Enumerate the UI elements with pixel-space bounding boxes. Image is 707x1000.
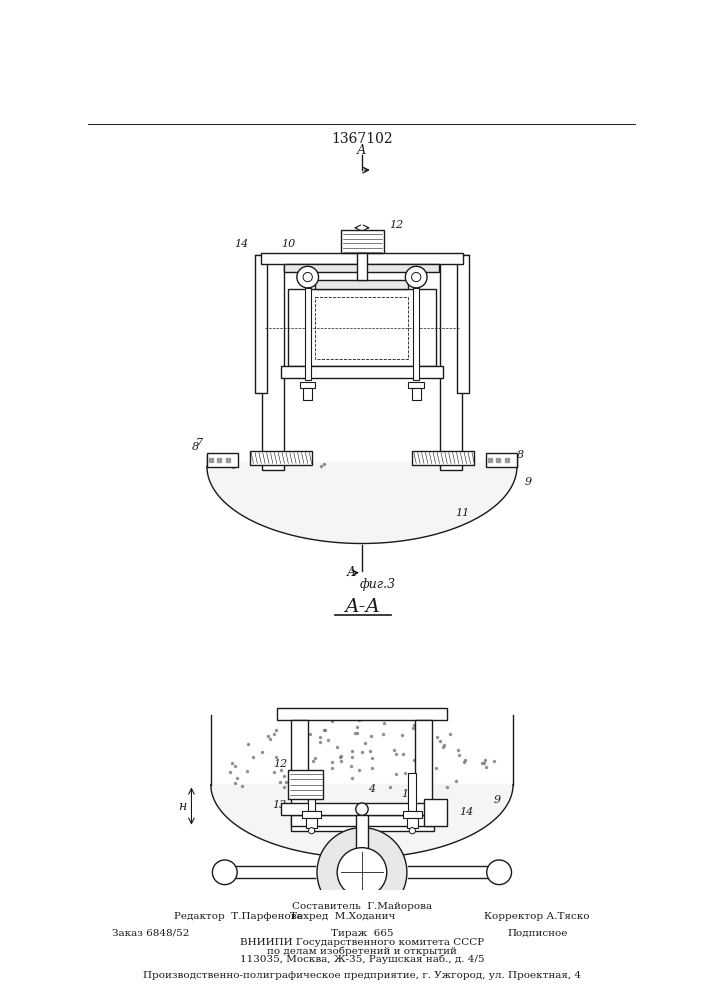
Bar xyxy=(291,815,434,826)
Circle shape xyxy=(405,266,427,288)
Polygon shape xyxy=(207,463,517,543)
Circle shape xyxy=(409,828,416,834)
Bar xyxy=(276,708,448,720)
Bar xyxy=(413,288,419,380)
Bar xyxy=(306,818,317,828)
Bar xyxy=(315,297,409,359)
Bar xyxy=(262,255,284,470)
Bar xyxy=(457,255,469,393)
Bar xyxy=(288,770,323,799)
Bar xyxy=(284,264,440,272)
Text: Редактор  Т.Парфенова: Редактор Т.Парфенова xyxy=(174,912,303,921)
Text: ВНИИПИ Государственного комитета СССР: ВНИИПИ Государственного комитета СССР xyxy=(240,938,484,947)
Text: 10: 10 xyxy=(281,239,296,249)
Text: А: А xyxy=(346,566,356,579)
Circle shape xyxy=(297,266,319,288)
Bar xyxy=(416,720,433,820)
Text: 13: 13 xyxy=(272,800,286,810)
Bar xyxy=(403,811,421,818)
Text: Подписное: Подписное xyxy=(508,929,568,938)
Bar xyxy=(288,289,436,366)
Text: 4: 4 xyxy=(368,784,375,794)
Circle shape xyxy=(303,272,312,282)
Bar xyxy=(303,388,312,400)
Text: 13: 13 xyxy=(432,254,447,264)
Circle shape xyxy=(212,860,237,885)
Bar xyxy=(308,773,315,811)
Text: фиг.3: фиг.3 xyxy=(359,578,395,591)
Text: 12: 12 xyxy=(390,220,404,230)
Bar xyxy=(207,453,238,466)
Bar xyxy=(281,803,443,815)
Text: Корректор А.Тяско: Корректор А.Тяско xyxy=(484,912,589,921)
Text: Производственно-полиграфическое предприятие, г. Ужгород, ул. Проектная, 4: Производственно-полиграфическое предприя… xyxy=(143,971,581,980)
Text: 113035, Москва, Ж-35, Раушская наб., д. 4/5: 113035, Москва, Ж-35, Раушская наб., д. … xyxy=(240,955,484,964)
Bar xyxy=(261,253,462,264)
Text: н: н xyxy=(178,800,186,813)
Text: 12: 12 xyxy=(274,759,288,769)
Text: 7: 7 xyxy=(196,438,203,448)
Circle shape xyxy=(486,860,512,885)
Bar xyxy=(409,382,424,388)
Bar xyxy=(412,451,474,465)
Circle shape xyxy=(356,803,368,815)
Circle shape xyxy=(337,848,387,897)
Bar xyxy=(407,818,418,828)
Text: 9: 9 xyxy=(525,477,532,487)
Bar xyxy=(303,811,321,818)
Bar xyxy=(281,366,443,378)
Text: 8: 8 xyxy=(518,450,525,460)
Bar xyxy=(409,773,416,811)
Circle shape xyxy=(317,828,407,917)
Text: 10: 10 xyxy=(402,789,416,799)
Text: 11: 11 xyxy=(455,508,470,518)
Text: Составитель  Г.Майорова: Составитель Г.Майорова xyxy=(292,902,432,911)
Text: 9: 9 xyxy=(494,795,501,805)
Text: 8: 8 xyxy=(192,442,199,452)
Text: 14: 14 xyxy=(235,239,249,249)
Bar xyxy=(291,720,308,820)
Bar xyxy=(356,815,368,862)
Polygon shape xyxy=(211,785,513,858)
Text: 1367102: 1367102 xyxy=(331,132,393,146)
Circle shape xyxy=(411,272,421,282)
Bar xyxy=(315,280,409,289)
Text: по делам изобретений и открытий: по делам изобретений и открытий xyxy=(267,946,457,956)
Bar xyxy=(255,255,267,393)
Bar xyxy=(424,799,448,826)
Bar xyxy=(486,453,517,466)
Bar xyxy=(300,382,315,388)
Text: Тираж  665: Тираж 665 xyxy=(331,929,393,938)
Text: А-А: А-А xyxy=(344,598,380,616)
Bar xyxy=(305,288,311,380)
Text: Техред  М.Ходанич: Техред М.Ходанич xyxy=(290,912,395,921)
Text: фиг.4: фиг.4 xyxy=(359,867,395,880)
Bar xyxy=(250,451,312,465)
Bar xyxy=(323,917,401,931)
Text: 14: 14 xyxy=(460,807,474,817)
Text: Заказ 6848/52: Заказ 6848/52 xyxy=(112,929,189,938)
Text: А: А xyxy=(357,144,367,157)
Bar xyxy=(356,253,368,280)
Bar xyxy=(341,230,384,253)
Bar xyxy=(291,820,434,831)
Bar xyxy=(411,388,421,400)
Bar xyxy=(440,255,462,470)
Circle shape xyxy=(308,828,315,834)
Text: 11: 11 xyxy=(378,841,392,851)
